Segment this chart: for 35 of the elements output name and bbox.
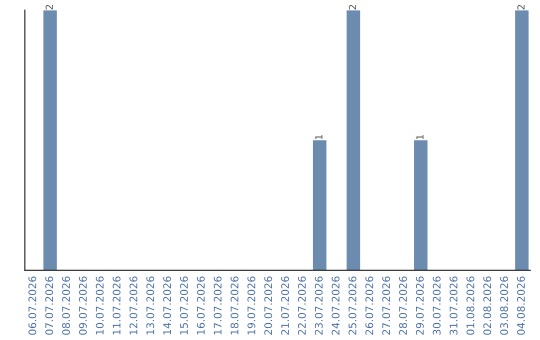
x-tick-label: 12.07.2026 (129, 276, 138, 334)
x-tick-label: 19.07.2026 (247, 276, 256, 334)
data-label: 2 (46, 4, 53, 10)
x-tick-label: 11.07.2026 (112, 276, 121, 334)
x-tick-label: 15.07.2026 (180, 276, 188, 334)
x-tick-label: 21.07.2026 (281, 276, 290, 335)
x-tick-label: 22.07.2026 (298, 276, 306, 335)
x-tick-label: 03.08.2026 (500, 276, 508, 335)
x-tick-label: 10.07.2026 (96, 276, 104, 334)
x-tick-label: 28.07.2026 (399, 276, 407, 335)
x-tick-label: 08.07.2026 (62, 276, 70, 335)
x-tick-label: 06.07.2026 (28, 276, 36, 335)
x-tick-label: 30.07.2026 (432, 276, 441, 335)
x-tick-label: 24.07.2026 (332, 276, 340, 335)
x-tick-label: 14.07.2026 (163, 276, 172, 334)
data-label: 1 (315, 134, 322, 140)
x-tick-label: 07.07.2026 (45, 276, 54, 335)
x-tick-label: 17.07.2026 (214, 276, 222, 334)
x-tick-label: 20.07.2026 (264, 276, 272, 335)
x-tick-label: 27.07.2026 (382, 276, 390, 335)
x-tick-label: 04.08.2026 (517, 276, 525, 335)
data-label: 2 (348, 4, 356, 10)
x-tick-label: 31.07.2026 (450, 276, 458, 335)
data-label: 1 (416, 134, 424, 140)
x-tick-label: 16.07.2026 (196, 276, 205, 334)
data-label: 2 (517, 4, 525, 10)
x-tick-label: 18.07.2026 (230, 276, 238, 334)
x-tick-label: 02.08.2026 (483, 276, 492, 335)
x-tick-label: 26.07.2026 (365, 276, 374, 335)
x-tick-label: 09.07.2026 (78, 276, 87, 335)
x-tick-label: 25.07.2026 (348, 276, 356, 335)
x-tick-label: 29.07.2026 (416, 276, 424, 335)
x-tick-label: 23.07.2026 (314, 276, 323, 335)
x-tick-label: 01.08.2026 (466, 276, 474, 335)
x-tick-label: 13.07.2026 (146, 276, 154, 334)
